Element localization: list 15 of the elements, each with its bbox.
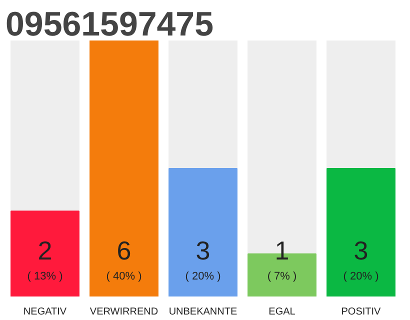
annotation: ( 13% ) bbox=[27, 270, 63, 282]
data-label: 6 bbox=[116, 236, 132, 266]
x-tick-label: VERWIRREND bbox=[90, 306, 158, 318]
annotation: ( 20% ) bbox=[185, 270, 221, 282]
annotation: ( 40% ) bbox=[106, 270, 142, 282]
chart-title: 09561597475 bbox=[6, 6, 214, 44]
x-tick-label: EGAL bbox=[268, 306, 296, 318]
data-label: 3 bbox=[196, 236, 210, 266]
data-label: 3 bbox=[354, 236, 368, 266]
data-label: 2 bbox=[38, 236, 52, 266]
x-tick-label: UNBEKANNTE bbox=[168, 306, 238, 318]
annotation: ( 20% ) bbox=[343, 270, 379, 282]
x-tick-label: POSITIV bbox=[341, 306, 382, 318]
x-tick-label: NEGATIV bbox=[23, 306, 67, 318]
annotation: ( 7% ) bbox=[267, 270, 297, 282]
